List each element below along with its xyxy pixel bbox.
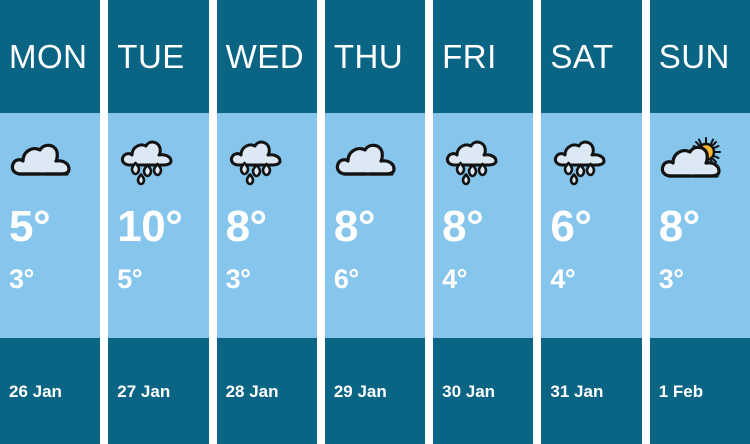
day-column-mon[interactable]: MON 5° 3° 26 Jan	[0, 0, 101, 444]
cloud-icon	[334, 117, 420, 203]
cloud-icon	[9, 117, 95, 203]
temp-low: 5°	[117, 264, 143, 294]
temp-low: 6°	[333, 264, 359, 294]
temp-high: 8°	[225, 202, 268, 251]
day-column-sun[interactable]: SUN	[649, 0, 750, 444]
day-name-label: MON	[9, 38, 88, 75]
day-body-fri: 8° 4°	[433, 113, 534, 338]
day-name-label: WED	[225, 38, 305, 75]
day-footer-thu: 29 Jan	[324, 338, 426, 444]
day-column-thu[interactable]: THU 8° 6° 29 Jan	[324, 0, 426, 444]
sun-behind-cloud-icon	[659, 117, 745, 203]
day-body-wed: 8° 3°	[216, 113, 317, 338]
temp-low: 3°	[225, 264, 251, 294]
cloud-rain-icon	[550, 117, 636, 203]
temp-low: 4°	[442, 264, 467, 294]
temp-high: 8°	[333, 202, 376, 251]
date-label: 29 Jan	[333, 381, 387, 401]
day-header-mon: MON	[0, 0, 101, 113]
date-label: 27 Jan	[117, 381, 171, 401]
day-header-tue: TUE	[108, 0, 209, 113]
day-footer-sat: 31 Jan	[541, 338, 642, 444]
temp-low: 3°	[9, 264, 34, 294]
temp-low: 4°	[550, 264, 576, 294]
date-label: 31 Jan	[550, 381, 604, 401]
day-footer-sun: 1 Feb	[649, 338, 750, 444]
temp-high: 6°	[550, 202, 592, 251]
day-header-sat: SAT	[541, 0, 642, 113]
temp-low: 3°	[658, 264, 684, 294]
date-label: 1 Feb	[658, 381, 704, 401]
day-body-tue: 10° 5°	[108, 113, 209, 338]
cloud-rain-icon	[442, 117, 528, 203]
day-name-label: FRI	[442, 38, 497, 75]
day-header-sun: SUN	[649, 0, 750, 113]
day-column-tue[interactable]: TUE 10° 5° 27 Jan	[108, 0, 209, 444]
day-body-thu: 8° 6°	[324, 113, 426, 338]
temp-high: 8°	[442, 202, 484, 251]
day-name-label: SAT	[550, 38, 614, 75]
day-footer-wed: 28 Jan	[216, 338, 317, 444]
day-footer-fri: 30 Jan	[433, 338, 534, 444]
day-header-fri: FRI	[433, 0, 534, 113]
day-header-wed: WED	[216, 0, 317, 113]
day-name-label: TUE	[117, 38, 185, 75]
temp-high: 5°	[9, 202, 51, 251]
day-column-wed[interactable]: WED 8° 3° 28 Jan	[216, 0, 317, 444]
cloud-rain-icon	[226, 117, 312, 203]
day-footer-tue: 27 Jan	[108, 338, 209, 444]
day-name-label: SUN	[658, 38, 730, 75]
day-footer-mon: 26 Jan	[0, 338, 101, 444]
day-column-sat[interactable]: SAT 6° 4° 31 Jan	[541, 0, 642, 444]
temp-high: 8°	[658, 202, 701, 251]
day-body-mon: 5° 3°	[0, 113, 101, 338]
day-column-fri[interactable]: FRI 8° 4° 30 Jan	[433, 0, 534, 444]
day-header-thu: THU	[324, 0, 426, 113]
date-label: 26 Jan	[9, 381, 62, 401]
date-label: 30 Jan	[442, 381, 496, 401]
cloud-rain-icon	[117, 117, 203, 203]
temp-high: 10°	[117, 202, 183, 251]
day-body-sat: 6° 4°	[541, 113, 642, 338]
day-name-label: THU	[333, 38, 404, 75]
day-body-sun: 8° 3°	[649, 113, 750, 338]
date-label: 28 Jan	[225, 381, 279, 401]
